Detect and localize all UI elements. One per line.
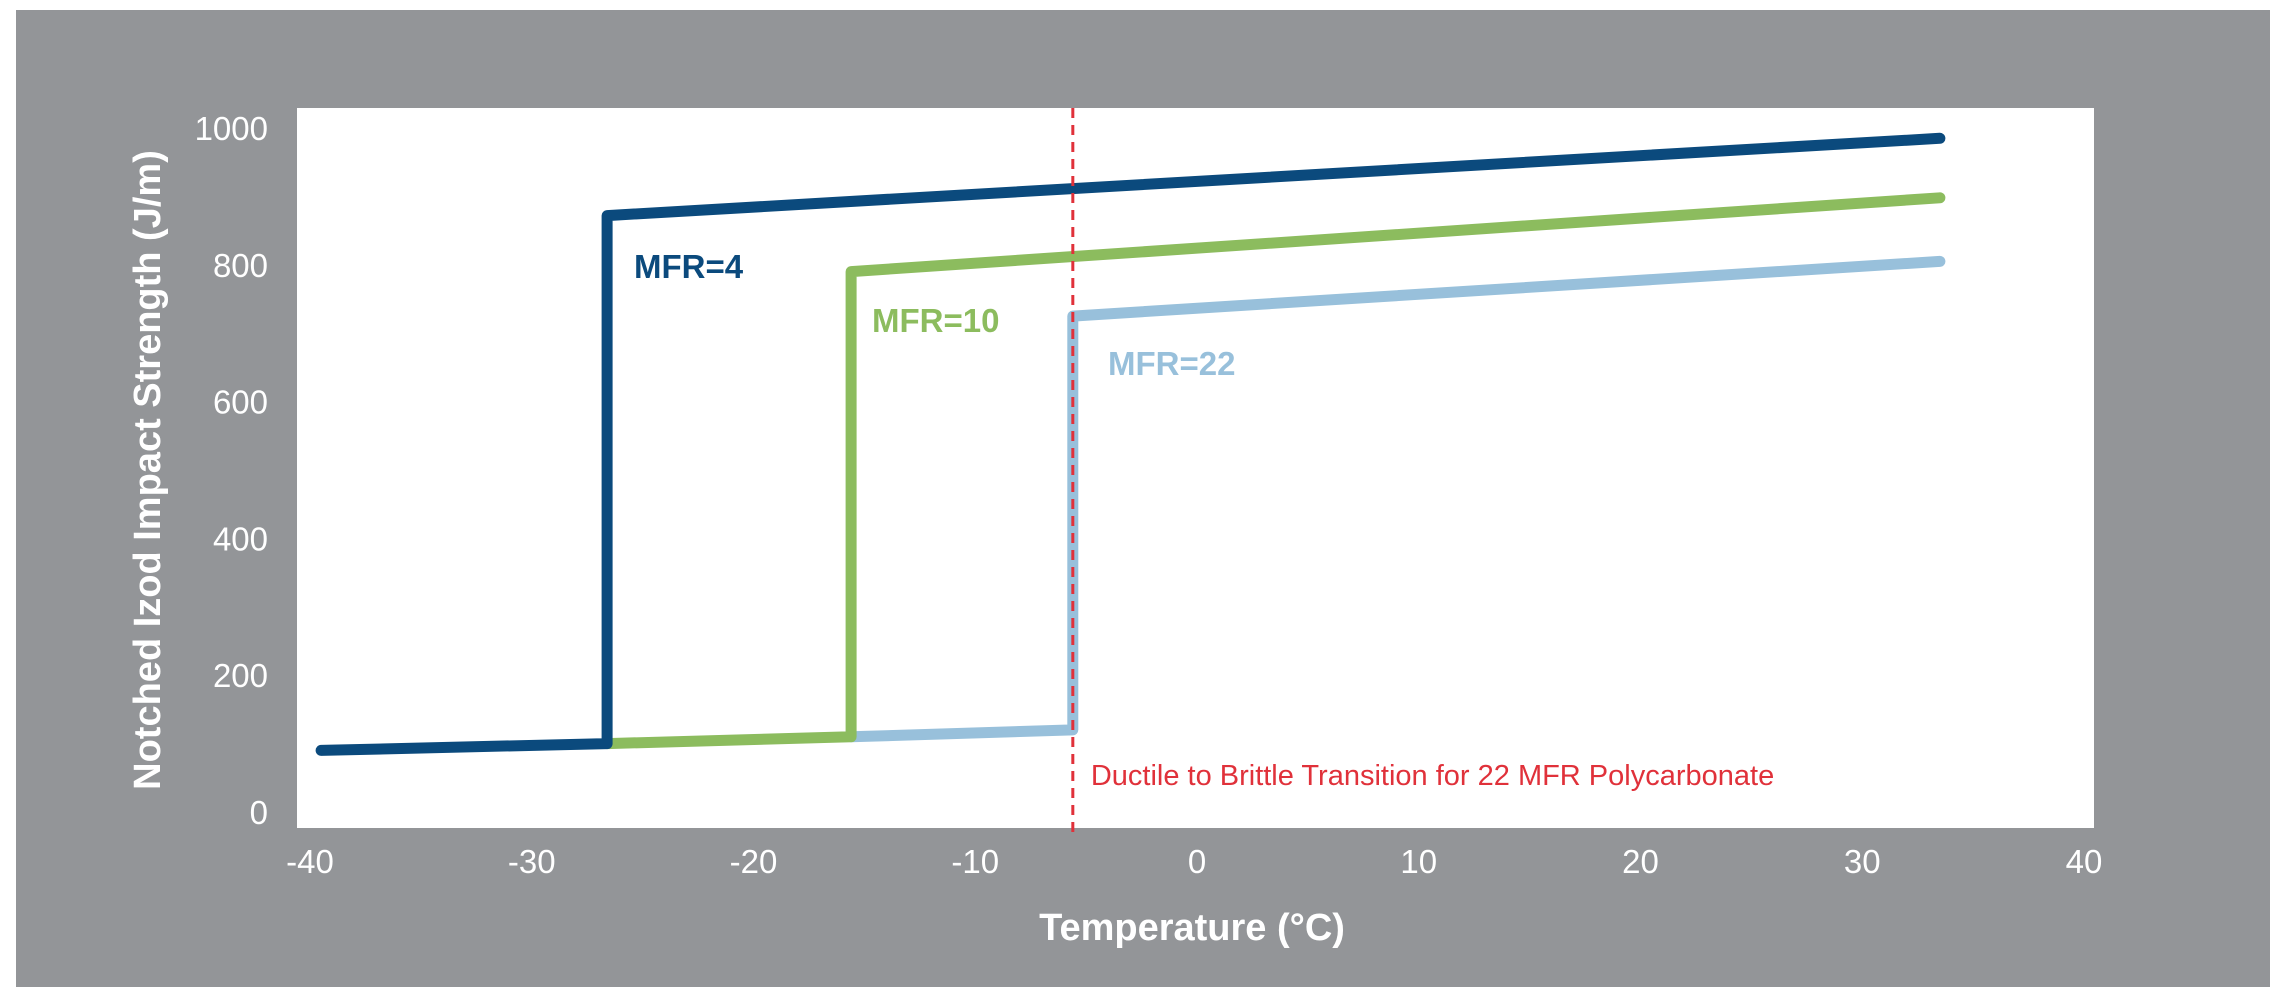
- x-tick-label: 40: [2066, 843, 2103, 880]
- y-tick-label: 800: [213, 247, 268, 284]
- y-tick-label: 0: [250, 794, 268, 831]
- annotation-layer: Ductile to Brittle Transition for 22 MFR…: [1071, 108, 1774, 832]
- series-label-1: MFR=4: [634, 248, 744, 285]
- x-tick-label: -10: [951, 843, 999, 880]
- y-tick-label: 1000: [195, 110, 268, 147]
- plot-area: [297, 108, 2094, 828]
- series-label-2: MFR=10: [872, 302, 999, 339]
- x-tick-label: 20: [1622, 843, 1659, 880]
- series-label-3: MFR=22: [1108, 345, 1235, 382]
- x-tick-label: -30: [508, 843, 556, 880]
- x-tick-label: -20: [730, 843, 778, 880]
- y-tick-label: 600: [213, 384, 268, 421]
- y-tick-label: 200: [213, 657, 268, 694]
- x-axis-ticks: -40 -30 -20 -10 0 10 20 30 40: [286, 843, 2102, 880]
- y-tick-label: 400: [213, 520, 268, 557]
- x-tick-label: 10: [1400, 843, 1437, 880]
- series-line-2: [601, 192, 1946, 750]
- x-tick-label: 30: [1844, 843, 1881, 880]
- y-axis-ticks: 0 200 400 600 800 1000: [195, 110, 268, 831]
- y-axis-title: Notched Izod Impact Strength (J/m): [127, 150, 169, 790]
- series-labels: MFR=4 MFR=10 MFR=22: [634, 248, 1235, 382]
- transition-annotation: Ductile to Brittle Transition for 22 MFR…: [1091, 760, 1774, 792]
- series-line-1: [315, 132, 1946, 756]
- x-axis-title: Temperature (°C): [1039, 907, 1345, 949]
- x-tick-label: -40: [286, 843, 334, 880]
- x-tick-label: 0: [1188, 843, 1206, 880]
